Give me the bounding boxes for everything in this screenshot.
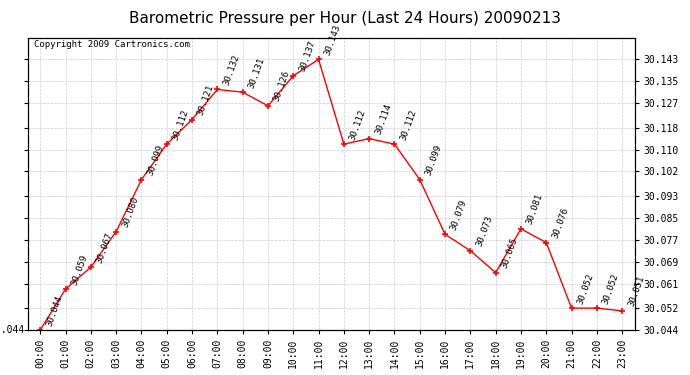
Text: 30.052: 30.052 (575, 272, 595, 305)
Text: 30.079: 30.079 (449, 198, 469, 231)
Text: 30.099: 30.099 (146, 144, 165, 177)
Text: 30.059: 30.059 (70, 253, 89, 286)
Text: 30.099: 30.099 (424, 144, 444, 177)
Text: 30.067: 30.067 (95, 231, 115, 264)
Text: 30.114: 30.114 (373, 102, 393, 136)
Text: 30.052: 30.052 (601, 272, 620, 305)
Text: 30.112: 30.112 (399, 108, 418, 141)
Text: 30.112: 30.112 (348, 108, 368, 141)
Text: 30.073: 30.073 (475, 214, 494, 248)
Text: 30.076: 30.076 (551, 206, 570, 240)
Text: 30.080: 30.080 (120, 195, 140, 229)
Text: 30.065: 30.065 (500, 236, 520, 270)
Text: 30.112: 30.112 (171, 108, 190, 141)
Text: 30.126: 30.126 (272, 70, 292, 103)
Text: 30.121: 30.121 (196, 83, 216, 117)
Text: 30.044: 30.044 (0, 325, 25, 335)
Text: 30.051: 30.051 (627, 275, 646, 308)
Text: Barometric Pressure per Hour (Last 24 Hours) 20090213: Barometric Pressure per Hour (Last 24 Ho… (129, 11, 561, 26)
Text: 30.081: 30.081 (525, 193, 544, 226)
Text: Copyright 2009 Cartronics.com: Copyright 2009 Cartronics.com (34, 40, 190, 50)
Text: 30.044: 30.044 (44, 294, 64, 327)
Text: 30.143: 30.143 (323, 23, 342, 57)
Text: 30.131: 30.131 (247, 56, 266, 89)
Text: 30.137: 30.137 (297, 40, 317, 73)
Text: 30.132: 30.132 (221, 53, 241, 87)
